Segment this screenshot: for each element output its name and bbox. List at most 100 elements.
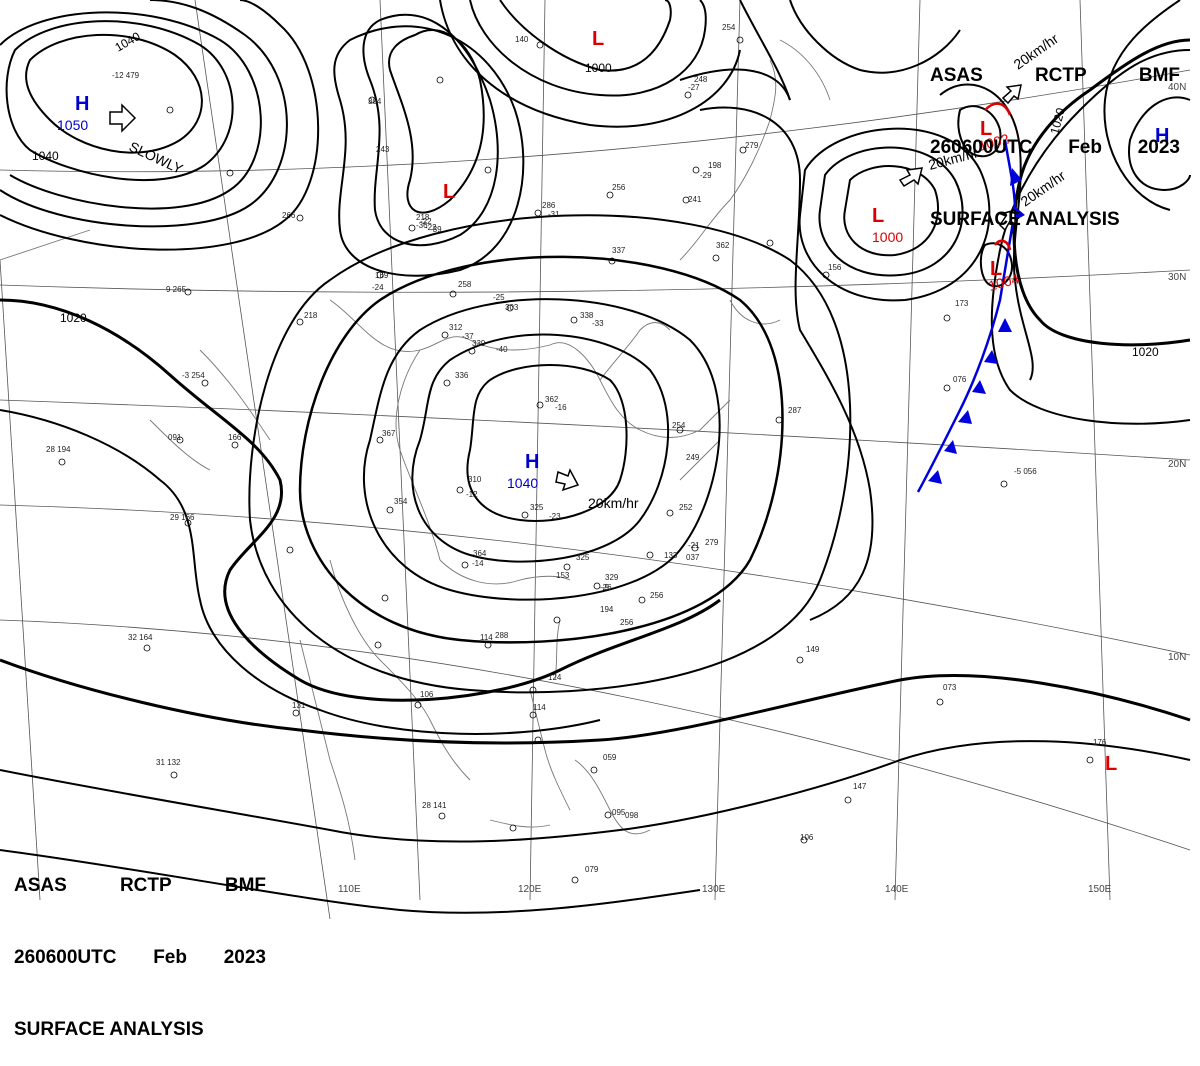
header-field: SURFACE ANALYSIS bbox=[930, 209, 1120, 230]
station-value: -40 bbox=[496, 345, 508, 354]
latitude-label: 20N bbox=[1168, 459, 1186, 470]
low-center-symbol: L bbox=[872, 205, 884, 227]
isobar-label: 1000 bbox=[585, 61, 612, 75]
movement-label: 20km/hr bbox=[588, 495, 639, 511]
station-value: 131 bbox=[292, 701, 306, 710]
station-value: -27 bbox=[688, 83, 700, 92]
center-pressure-label: 1050 bbox=[57, 117, 88, 133]
station-value: 325 bbox=[576, 553, 590, 562]
station-value: 364 bbox=[473, 549, 487, 558]
header-line-1: ASAS RCTP BMF bbox=[14, 874, 266, 898]
low-center-symbol: L bbox=[443, 181, 455, 203]
header-line-1: ASAS RCTP BMF bbox=[930, 64, 1180, 88]
station-value: 354 bbox=[394, 497, 408, 506]
station-value: 362 bbox=[545, 395, 559, 404]
station-value: 32 164 bbox=[128, 633, 153, 642]
station-value: 362 bbox=[716, 241, 730, 250]
isobar-label: 1020 bbox=[1132, 345, 1159, 359]
station-value: 312 bbox=[449, 323, 463, 332]
longitude-label: 120E bbox=[518, 884, 542, 895]
station-value: -14 bbox=[472, 559, 484, 568]
station-value: 336 bbox=[455, 371, 469, 380]
header-field: 2023 bbox=[223, 947, 266, 968]
station-value: 28 141 bbox=[422, 801, 447, 810]
station-value: 288 bbox=[495, 631, 509, 640]
station-value: 156 bbox=[828, 263, 842, 272]
station-value: 249 bbox=[686, 453, 700, 462]
station-value: 194 bbox=[600, 605, 614, 614]
header-field: BMF bbox=[224, 875, 266, 896]
latitude-label: 40N bbox=[1168, 82, 1186, 93]
station-value: 149 bbox=[806, 645, 820, 654]
header-field: Feb bbox=[1068, 137, 1102, 158]
isobar-label: 1020 bbox=[1047, 106, 1068, 136]
center-pressure-label: 1002 bbox=[977, 130, 1011, 154]
station-value: 254 bbox=[722, 23, 736, 32]
header-field: Feb bbox=[153, 947, 187, 968]
station-value: -12 bbox=[466, 490, 478, 499]
station-value: 254 bbox=[672, 421, 686, 430]
station-value: 153 bbox=[556, 571, 570, 580]
labels-layer: 40N 30N 20N 10N 110E 120E 130E 140E 150E 1040 1040… bbox=[32, 23, 1186, 895]
station-value: -9 bbox=[602, 583, 610, 592]
station-value: 337 bbox=[612, 246, 626, 255]
station-value: 095 bbox=[612, 808, 626, 817]
station-value: -22 bbox=[425, 223, 437, 232]
station-value: 266 bbox=[282, 211, 296, 220]
station-value: 279 bbox=[745, 141, 759, 150]
station-value: -33 bbox=[592, 319, 604, 328]
station-value: 287 bbox=[788, 406, 802, 415]
latitude-label: 30N bbox=[1168, 272, 1186, 283]
station-value: 198 bbox=[708, 161, 722, 170]
station-value: 173 bbox=[955, 299, 969, 308]
header-field: BMF bbox=[1138, 65, 1180, 86]
longitude-label: 110E bbox=[338, 884, 361, 895]
station-value: 338 bbox=[580, 311, 594, 320]
station-markers bbox=[58, 36, 1094, 884]
station-value: 147 bbox=[853, 782, 867, 791]
high-center-symbol: H bbox=[525, 451, 539, 473]
isobar-label: 1040 bbox=[32, 149, 59, 163]
station-value: 169 bbox=[375, 271, 389, 280]
station-value: 133 bbox=[664, 551, 678, 560]
station-value: 28 194 bbox=[46, 445, 71, 454]
station-value: 091 bbox=[168, 433, 182, 442]
header-line-2: 260600UTC Feb 2023 bbox=[14, 946, 266, 970]
header-field: SURFACE ANALYSIS bbox=[14, 1019, 204, 1040]
station-value: 176 bbox=[1093, 738, 1107, 747]
low-center-symbol: L bbox=[990, 258, 1002, 280]
station-value: -3 254 bbox=[182, 371, 205, 380]
station-value: 303 bbox=[505, 303, 519, 312]
low-center-symbol: L bbox=[980, 118, 992, 140]
station-value: 076 bbox=[953, 375, 967, 384]
header-bottom-left: ASAS RCTP BMF 260600UTC Feb 2023 SURFACE… bbox=[14, 826, 266, 1066]
header-line-2: 260600UTC Feb 2023 bbox=[930, 136, 1180, 160]
high-center-symbol: H bbox=[75, 93, 89, 115]
high-center-symbol: H bbox=[1155, 125, 1169, 147]
station-value: -5 056 bbox=[1014, 467, 1037, 476]
station-value: 248 bbox=[694, 75, 708, 84]
station-value: -16 bbox=[555, 403, 567, 412]
center-pressure-label: 1040 bbox=[507, 475, 538, 491]
station-value: 339 bbox=[472, 339, 486, 348]
station-value: 079 bbox=[585, 865, 599, 874]
station-value: 114 bbox=[533, 703, 546, 712]
station-value: 256 bbox=[650, 591, 664, 600]
station-value: -22 bbox=[420, 217, 432, 226]
station-value: 098 bbox=[625, 811, 639, 820]
station-value: 252 bbox=[679, 503, 693, 512]
station-value: 114 bbox=[480, 633, 493, 642]
station-value: 073 bbox=[943, 683, 957, 692]
station-value: 31 132 bbox=[156, 758, 181, 767]
center-pressure-label: 1004 bbox=[987, 270, 1021, 294]
movement-arrows bbox=[109, 84, 1022, 492]
station-value: 106 bbox=[800, 833, 814, 842]
station-value: 279 bbox=[705, 538, 719, 547]
header-field: 260600UTC bbox=[14, 947, 117, 968]
station-value: -21 bbox=[688, 541, 700, 550]
header-field: ASAS bbox=[14, 875, 67, 896]
station-value: 218 bbox=[304, 311, 318, 320]
station-value: -24 bbox=[372, 283, 384, 292]
station-value: 258 bbox=[458, 280, 472, 289]
station-value: -26 bbox=[600, 583, 612, 592]
